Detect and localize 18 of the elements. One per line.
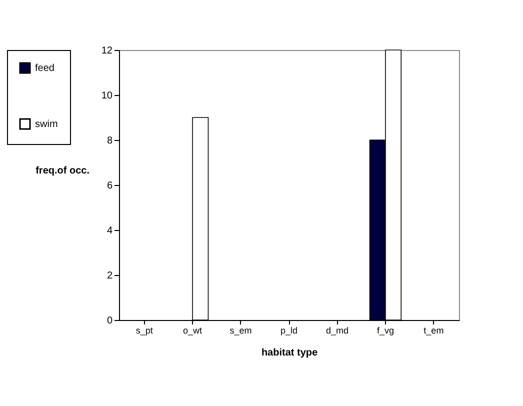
y-axis-title: freq.of occ. <box>36 166 90 176</box>
y-tick-label: 4 <box>106 226 113 236</box>
y-tick-label: 0 <box>106 316 113 326</box>
y-tick-label: 8 <box>106 136 113 146</box>
y-tick-label: 12 <box>101 46 113 56</box>
legend-label: feed <box>35 63 54 74</box>
x-tick-label: s_em <box>230 326 252 336</box>
y-tick-label: 10 <box>101 90 113 102</box>
x-tick-label: p_ld <box>280 326 298 336</box>
x-tick-label: f_vg <box>376 326 394 336</box>
y-tick-label: 2 <box>106 270 113 282</box>
x-tick-label: t_em <box>424 326 444 336</box>
x-tick-label: s_pt <box>136 326 154 336</box>
legend-label: swim <box>35 119 58 130</box>
x-tick-label: o_wt <box>183 326 203 336</box>
x-axis-title: habitat type <box>261 348 318 358</box>
y-tick-label: 6 <box>106 180 113 192</box>
x-tick-label: d_md <box>326 326 348 336</box>
